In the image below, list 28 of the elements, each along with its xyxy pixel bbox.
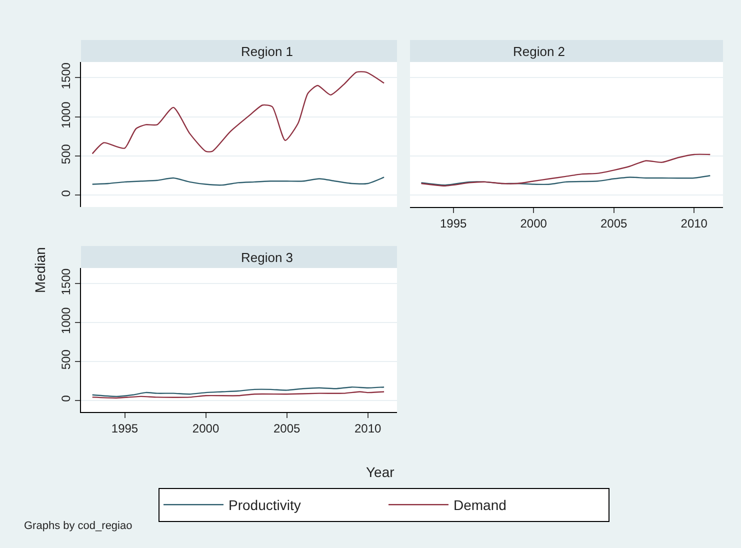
legend-label: Productivity bbox=[228, 497, 301, 514]
chart-title: Region 1 bbox=[241, 44, 294, 59]
y-tick-label: 500 bbox=[59, 349, 74, 370]
y-tick-label: 1500 bbox=[59, 268, 74, 296]
chart-title: Region 3 bbox=[241, 250, 294, 265]
x-tick-label: 1995 bbox=[440, 216, 468, 230]
x-tick-label: 2010 bbox=[354, 421, 382, 436]
y-tick-label: 1000 bbox=[59, 307, 74, 334]
line-series bbox=[92, 386, 385, 398]
y-tick-label: 1000 bbox=[59, 101, 74, 128]
y-tick-label: 1500 bbox=[59, 62, 74, 90]
x-tick-label: 1995 bbox=[111, 421, 138, 436]
y-tick-label: 0 bbox=[59, 394, 74, 402]
line-series bbox=[92, 176, 385, 186]
y-tick-label: 0 bbox=[59, 190, 74, 197]
x-tick-label: 2010 bbox=[680, 216, 708, 230]
y-tick-label: 500 bbox=[59, 144, 74, 164]
y-axis-title: Median bbox=[32, 247, 48, 293]
x-axis-title: Year bbox=[366, 464, 395, 480]
chart-title: Region 2 bbox=[513, 44, 566, 59]
x-tick-label: 2000 bbox=[520, 216, 548, 230]
line-series bbox=[92, 71, 385, 154]
x-tick-label: 2005 bbox=[273, 421, 300, 436]
x-tick-label: 2005 bbox=[600, 216, 628, 230]
legend-label: Demand bbox=[454, 497, 506, 514]
x-tick-label: 2000 bbox=[192, 421, 220, 436]
text: Graphs by cod_regiao bbox=[24, 520, 132, 532]
line-series bbox=[92, 391, 385, 399]
